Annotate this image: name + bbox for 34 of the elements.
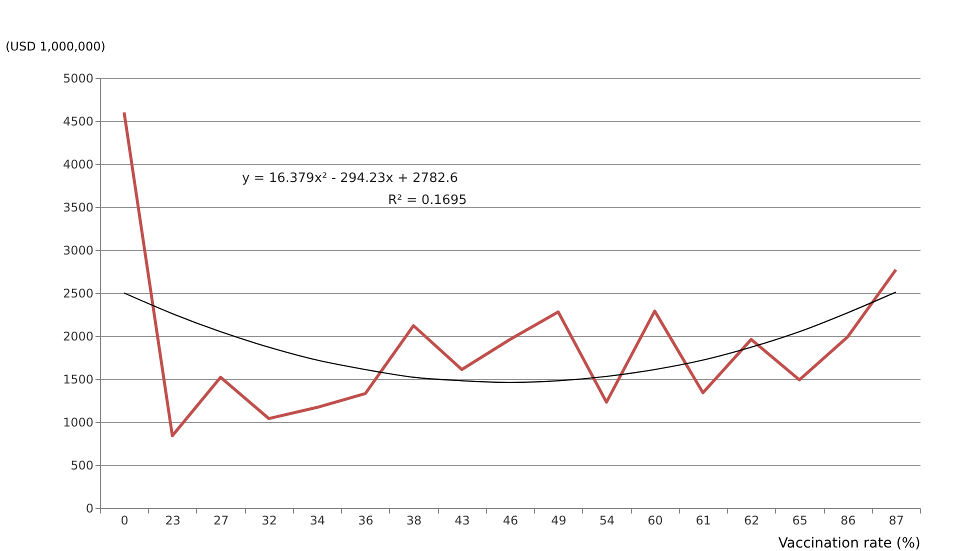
line-series: [124, 292, 896, 384]
y-tick-label: 1000: [62, 416, 94, 430]
x-tick-label: 62: [744, 514, 760, 528]
y-tick-label: 4500: [62, 114, 94, 128]
x-tick-label: 0: [120, 514, 128, 528]
annotation: R² = 0.1695: [388, 193, 467, 208]
x-tick-label: 46: [502, 514, 518, 528]
y-tick-label: 3000: [62, 244, 94, 258]
y-tick-label: 2000: [62, 330, 94, 344]
x-tick-label: 86: [840, 514, 856, 528]
x-tick-label: 23: [165, 514, 180, 528]
line-series: [122, 110, 898, 438]
y-tick-label: 500: [70, 458, 94, 472]
y-tick-label: 3500: [62, 200, 94, 214]
x-tick-label: 54: [599, 514, 615, 528]
y-tick-label: 4000: [62, 158, 94, 172]
x-tick-label: 34: [310, 514, 326, 528]
x-tick-label: 65: [792, 514, 808, 528]
x-tick-label: 27: [213, 514, 229, 528]
x-tick-label: 36: [358, 514, 374, 528]
y-tick-label: 1500: [62, 372, 94, 386]
x-tick-label: 87: [888, 514, 904, 528]
y-axis-title: (USD 1,000,000): [6, 40, 106, 54]
x-tick-label: 60: [648, 514, 663, 528]
x-tick-label: 49: [551, 514, 566, 528]
x-axis-title: Vaccination rate (%): [778, 536, 920, 551]
x-tick-label: 61: [696, 514, 712, 528]
y-tick-label: 5000: [62, 72, 94, 86]
x-tick-label: 43: [454, 514, 470, 528]
x-tick-label: 32: [262, 514, 277, 528]
y-tick-label: 2500: [62, 286, 94, 300]
x-tick-label: 38: [406, 514, 422, 528]
annotation: y = 16.379x² - 294.23x + 2782.6: [242, 171, 458, 186]
y-tick-label: 0: [86, 502, 94, 516]
